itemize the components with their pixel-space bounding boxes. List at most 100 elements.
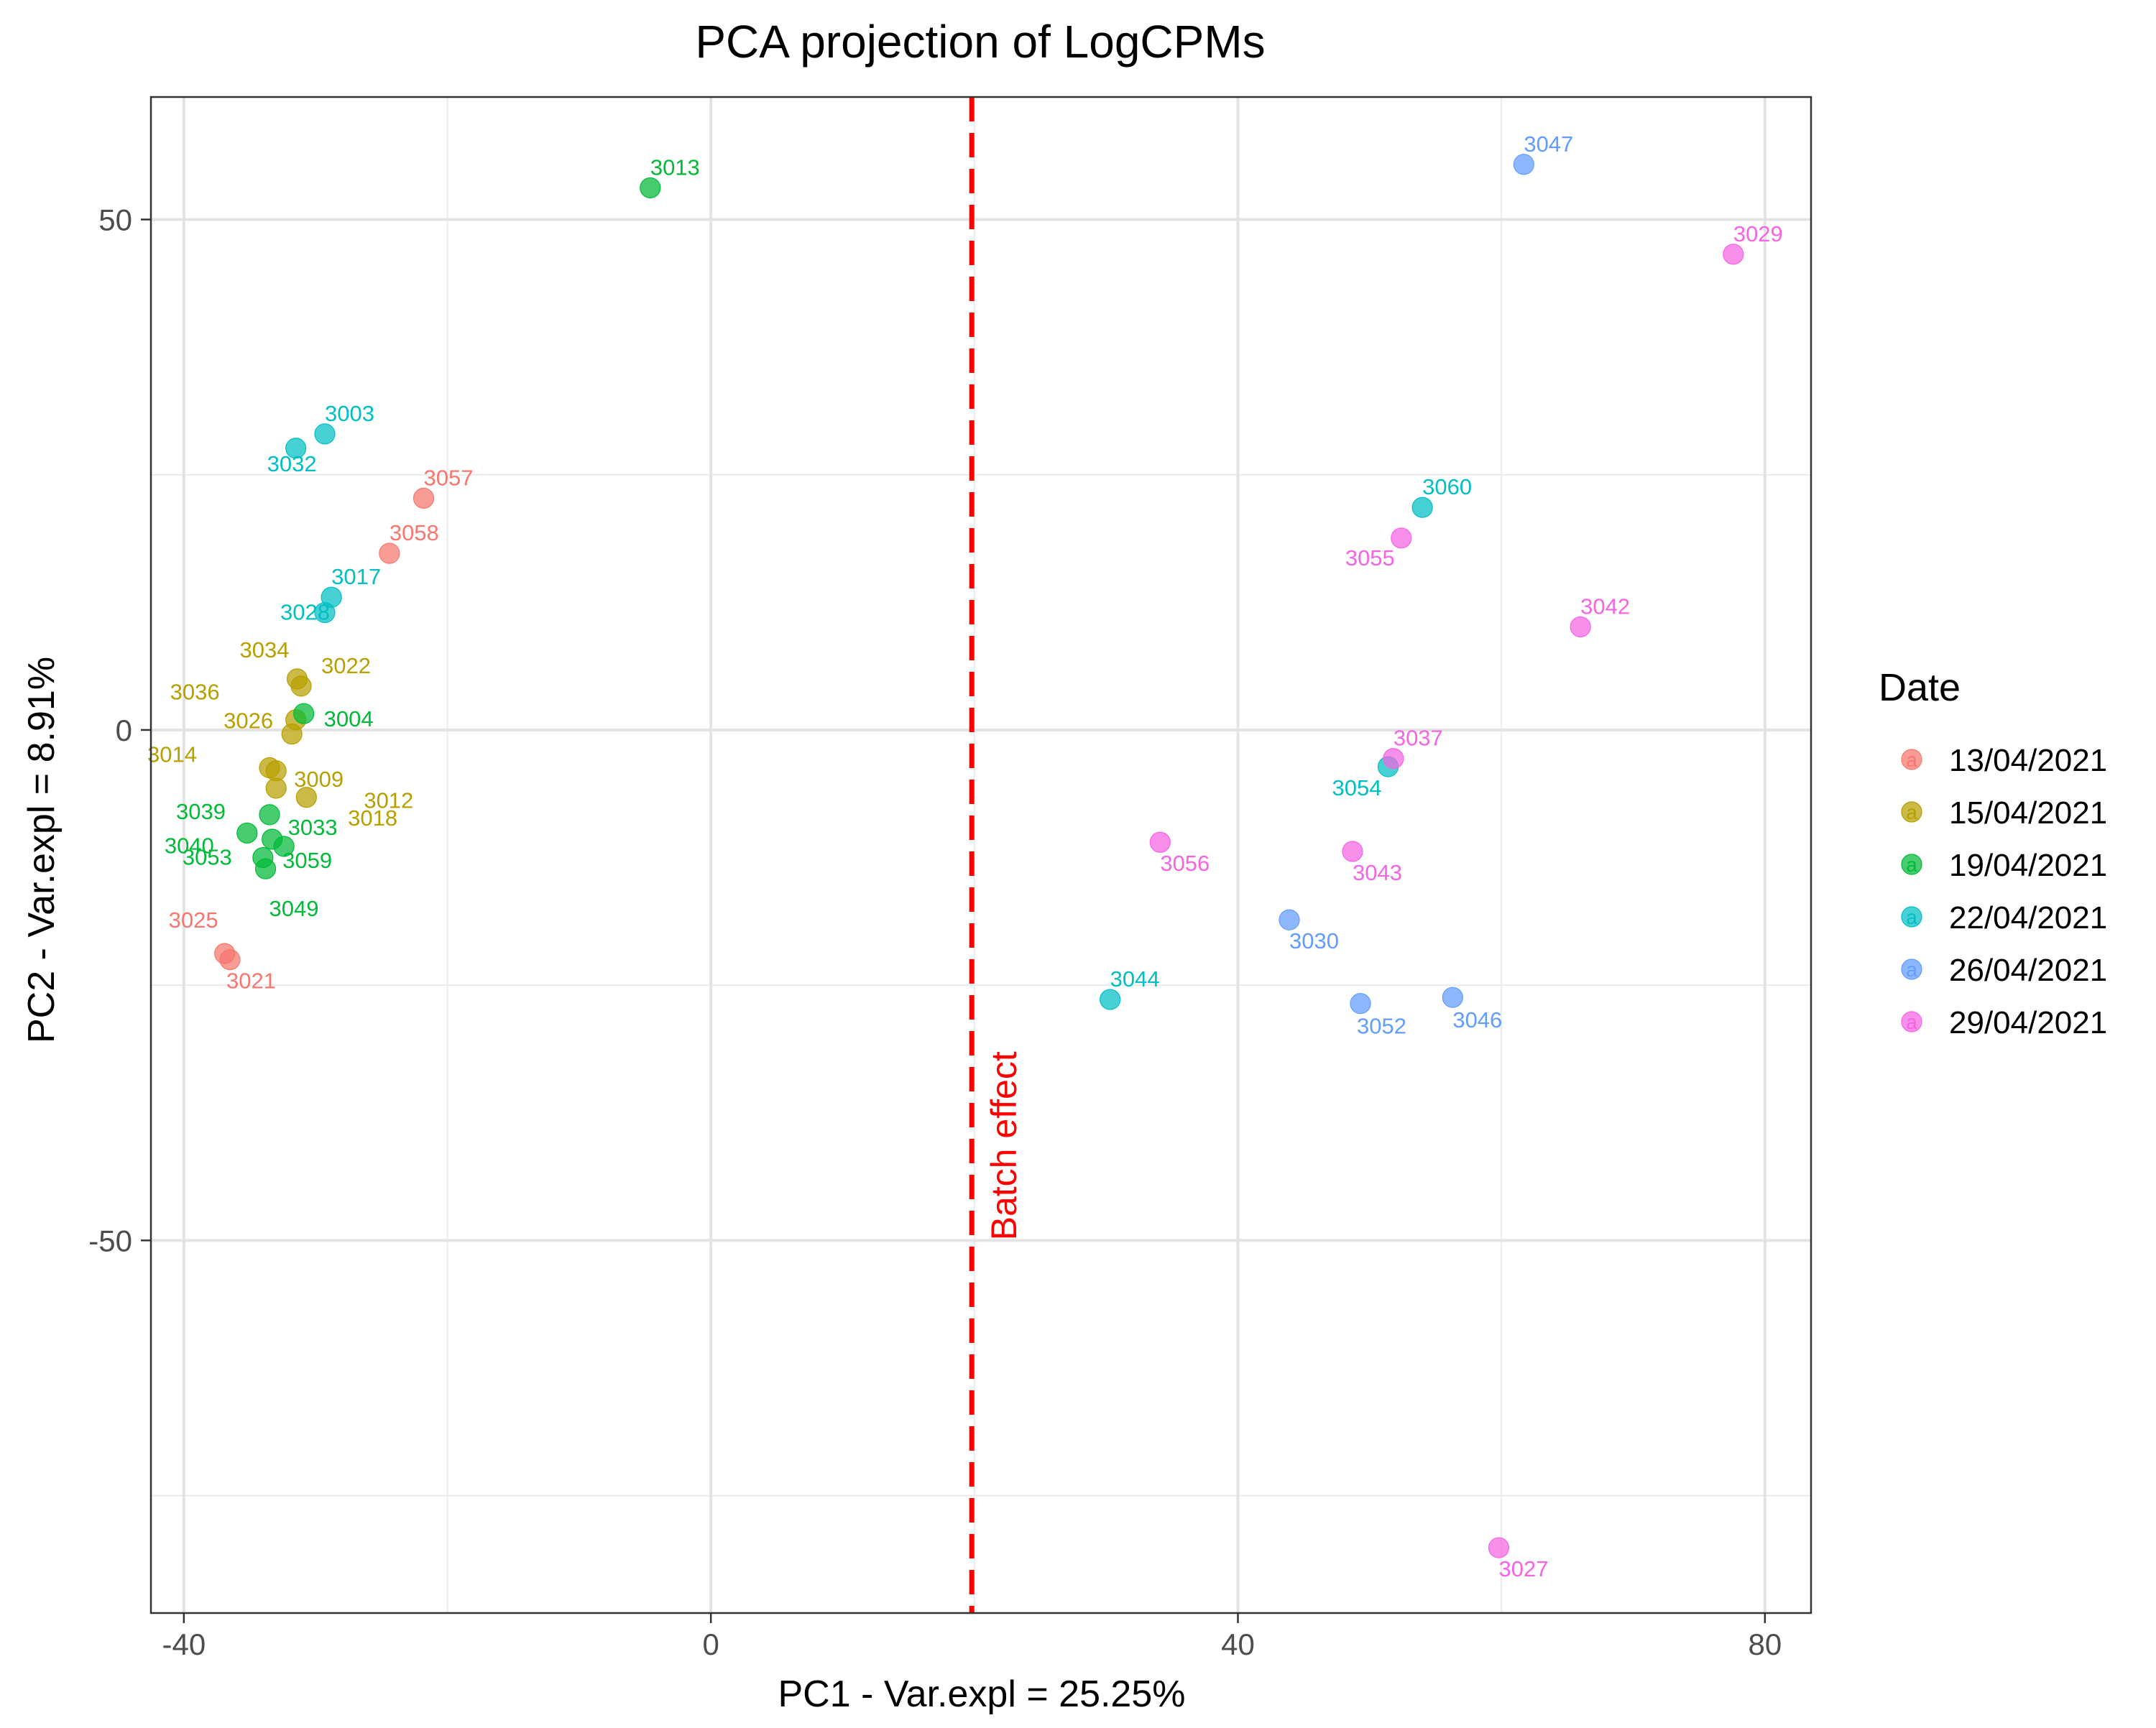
data-point-3042 xyxy=(1570,616,1591,638)
point-label-3060: 3060 xyxy=(1422,474,1472,499)
point-label-3053: 3053 xyxy=(183,845,232,870)
point-label-3012: 3012 xyxy=(364,788,413,813)
point-label-3026: 3026 xyxy=(224,708,273,734)
point-label-3059: 3059 xyxy=(282,848,332,873)
point-label-3052: 3052 xyxy=(1357,1014,1406,1039)
point-label-3013: 3013 xyxy=(650,154,700,180)
point-label-3055: 3055 xyxy=(1345,545,1395,570)
data-point-3055 xyxy=(1391,527,1412,549)
point-label-3014: 3014 xyxy=(147,742,197,767)
point-label-3032: 3032 xyxy=(267,451,317,476)
data-point-3004 xyxy=(293,703,315,724)
data-point-3039 xyxy=(259,804,280,826)
point-label-3056: 3056 xyxy=(1160,851,1210,876)
legend-key-glyph: a xyxy=(1906,854,1917,876)
legend-key-glyph: a xyxy=(1906,1011,1917,1033)
data-point-3057 xyxy=(413,487,435,509)
point-label-3033: 3033 xyxy=(288,815,338,840)
data-point-3003 xyxy=(314,423,336,445)
legend-key-glyph: a xyxy=(1906,749,1917,771)
point-label-3057: 3057 xyxy=(424,465,474,490)
x-axis-title: PC1 - Var.expl = 25.25% xyxy=(778,1673,1185,1715)
x-tick-label: -40 xyxy=(162,1627,206,1661)
legend-key-2 xyxy=(1901,801,1922,823)
data-point-3037 xyxy=(1383,748,1404,770)
point-label-3021: 3021 xyxy=(226,969,276,994)
point-label-3034: 3034 xyxy=(240,637,290,662)
data-point-3060 xyxy=(1411,496,1433,518)
point-label-3039: 3039 xyxy=(176,799,226,824)
data-point-3028 xyxy=(314,601,336,624)
point-label-3027: 3027 xyxy=(1499,1556,1549,1581)
point-label-3058: 3058 xyxy=(390,520,439,545)
point-label-3025: 3025 xyxy=(169,907,218,933)
point-label-3043: 3043 xyxy=(1353,860,1402,885)
data-point-3026 xyxy=(281,724,303,745)
grid xyxy=(151,97,1811,1613)
point-label-3029: 3029 xyxy=(1733,221,1783,246)
data-point-3043 xyxy=(1342,841,1363,862)
data-point-3047 xyxy=(1513,154,1534,175)
legend-key-glyph: a xyxy=(1906,906,1917,928)
point-label-3044: 3044 xyxy=(1110,966,1160,992)
legend: Date a 13/04/2021 a 15/04/2021 a 19/04/2021 a 2… xyxy=(1879,666,2107,1040)
data-point-3056 xyxy=(1149,831,1171,853)
data-point-3049 xyxy=(254,858,277,879)
point-label-3022: 3022 xyxy=(321,653,371,678)
chart-title: PCA projection of LogCPMs xyxy=(695,16,1265,68)
batch-effect-label: Batch effect xyxy=(984,1051,1024,1240)
point-label-3049: 3049 xyxy=(270,896,319,921)
data-point-3012 xyxy=(295,787,317,808)
point-label-3054: 3054 xyxy=(1332,775,1382,800)
legend-key-6 xyxy=(1901,1011,1922,1032)
legend-label-2: 15/04/2021 xyxy=(1949,795,2107,831)
y-axis-title: PC2 - Var.expl = 8.91% xyxy=(21,657,63,1043)
x-tick-label: 80 xyxy=(1748,1627,1782,1661)
data-point-3058 xyxy=(379,542,400,564)
point-label-3040: 3040 xyxy=(165,833,214,858)
point-label-3036: 3036 xyxy=(170,680,220,705)
legend-key-4 xyxy=(1901,906,1922,928)
plot-panel-border xyxy=(149,96,1812,1614)
data-point-3046 xyxy=(1442,987,1463,1008)
point-label-3046: 3046 xyxy=(1452,1007,1502,1032)
point-label-3030: 3030 xyxy=(1289,928,1339,953)
y-tick-label: 0 xyxy=(116,713,132,747)
legend-title: Date xyxy=(1879,666,1961,709)
axes: -40 0 40 80 -50 0 50 xyxy=(88,203,1782,1661)
x-tick-label: 0 xyxy=(702,1627,719,1661)
point-label-3018: 3018 xyxy=(348,805,397,831)
y-tick-label: 50 xyxy=(98,203,132,237)
legend-label-5: 26/04/2021 xyxy=(1949,953,2107,988)
legend-key-glyph: a xyxy=(1906,801,1917,823)
batch-effect-annotation: Batch effect xyxy=(969,97,1024,1613)
legend-label-6: 29/04/2021 xyxy=(1949,1005,2107,1040)
data-point-3022 xyxy=(290,675,312,697)
legend-label-4: 22/04/2021 xyxy=(1949,900,2107,935)
legend-key-3 xyxy=(1901,854,1922,875)
legend-label-1: 13/04/2021 xyxy=(1949,743,2107,778)
point-label-3047: 3047 xyxy=(1524,131,1573,157)
y-tick-label: -50 xyxy=(88,1224,132,1257)
point-label-3017: 3017 xyxy=(331,564,381,589)
point-label-3009: 3009 xyxy=(294,767,344,792)
point-label-3028: 3028 xyxy=(280,600,330,625)
legend-key-glyph: a xyxy=(1906,958,1917,981)
data-point-3059 xyxy=(273,836,295,857)
data-points xyxy=(214,154,1744,1558)
point-label-3003: 3003 xyxy=(325,401,374,426)
data-point-3029 xyxy=(1723,244,1744,265)
data-point-3027 xyxy=(1488,1537,1510,1558)
data-point-3032 xyxy=(285,438,307,459)
data-point-3040 xyxy=(236,822,258,844)
data-point-3052 xyxy=(1350,993,1371,1015)
data-point-3013 xyxy=(640,177,661,199)
point-label-3004: 3004 xyxy=(324,706,374,731)
x-tick-label: 40 xyxy=(1221,1627,1255,1661)
legend-label-3: 19/04/2021 xyxy=(1949,848,2107,883)
point-label-3042: 3042 xyxy=(1580,593,1630,619)
data-point-3030 xyxy=(1279,909,1300,930)
